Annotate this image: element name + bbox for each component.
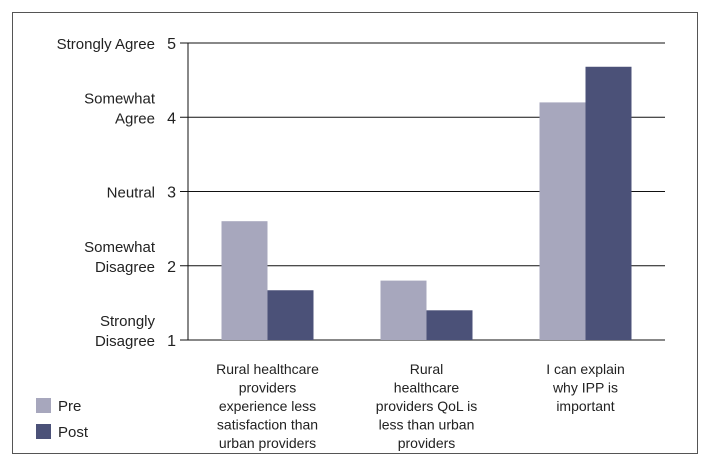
bar-post [426,310,473,340]
legend-swatch-pre [36,398,51,413]
bar-pre [380,280,427,340]
y-category-label: Disagree [95,333,155,350]
x-category-label: Rural [410,361,443,377]
y-category-label: Disagree [95,259,155,276]
x-category-label: important [556,398,614,414]
x-category-label: providers [398,435,456,451]
x-category-label: satisfaction than [217,417,318,433]
x-category-label: why IPP is [552,380,618,396]
x-category-label: urban providers [219,435,316,451]
y-category-label: Strongly [100,313,156,330]
bar-post [585,66,632,340]
x-category-label: I can explain [546,361,625,377]
legend-label-post: Post [58,424,89,441]
legend-label-pre: Pre [58,398,81,415]
x-category-label: Rural healthcare [216,361,319,377]
legend-swatch-post [36,424,51,439]
y-category-label: Strongly Agree [57,36,155,53]
y-tick-label: 2 [167,259,176,276]
x-category-label: providers [239,380,297,396]
bar-post [267,290,314,340]
bar-pre [539,102,586,341]
y-category-label: Neutral [107,185,155,202]
y-tick-label: 4 [167,110,176,127]
bar-pre [221,221,268,340]
x-category-label: providers QoL is [376,398,477,414]
x-category-label: less than urban [379,417,475,433]
y-tick-label: 5 [167,36,176,53]
y-tick-label: 1 [167,333,176,350]
y-category-label: Somewhat [84,90,156,107]
y-category-label: Somewhat [84,239,156,256]
y-category-label: Agree [115,110,155,127]
y-tick-label: 3 [167,185,176,202]
x-category-label: healthcare [394,380,460,396]
x-category-label: experience less [219,398,316,414]
